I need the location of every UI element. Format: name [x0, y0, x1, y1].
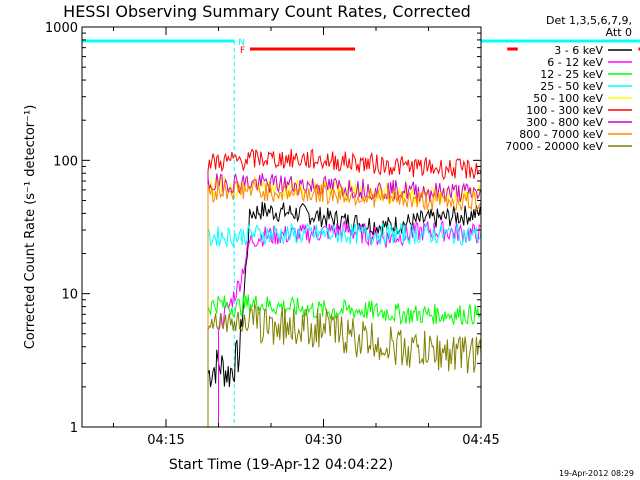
y-axis-label: Corrected Count Rate (s⁻¹ detector⁻¹) — [23, 105, 38, 350]
flare-flag-label: F — [240, 46, 245, 56]
legend-label: 50 - 100 keV — [533, 92, 603, 105]
legend-label: 800 - 7000 keV — [519, 128, 603, 141]
x-tick-label: 04:15 — [147, 433, 184, 448]
series-line-8 — [207, 303, 481, 427]
legend-label: 7000 - 20000 keV — [505, 140, 603, 153]
legend-label: 6 - 12 keV — [547, 56, 603, 69]
chart-title: HESSI Observing Summary Count Rates, Cor… — [63, 2, 471, 21]
series-line-1 — [218, 220, 481, 427]
footer-timestamp: 19-Apr-2012 08:29 — [559, 469, 634, 478]
y-tick-label: 1 — [70, 421, 78, 436]
legend-header: Att 0 — [606, 26, 632, 39]
series-line-4 — [207, 175, 481, 427]
legend-label: 3 - 6 keV — [554, 44, 603, 57]
x-axis-label: Start Time (19-Apr-12 04:04:22) — [169, 457, 393, 473]
series-line-7 — [207, 179, 481, 427]
series-layer — [207, 148, 481, 427]
series-line-5 — [207, 148, 481, 427]
legend-label: 12 - 25 keV — [540, 68, 603, 81]
x-tick-label: 04:45 — [462, 433, 499, 448]
night-flag-label: N — [238, 38, 245, 48]
y-tick-label: 10 — [61, 288, 78, 303]
series-line-6 — [207, 173, 481, 427]
legend-header: Det 1,3,5,6,7,9, — [546, 14, 632, 27]
series-line-3 — [207, 222, 481, 427]
legend-label: 100 - 300 keV — [526, 104, 603, 117]
x-tick-label: 04:30 — [305, 433, 342, 448]
series-group — [207, 148, 481, 427]
plot-frame — [81, 26, 482, 428]
legend-label: 300 - 800 keV — [526, 116, 603, 129]
series-line-0 — [207, 201, 481, 427]
y-tick-label: 1000 — [45, 21, 78, 36]
y-tick-label: 100 — [53, 154, 78, 169]
axes: 04:15 04:30 04:45 1 10 100 1000 — [45, 21, 500, 448]
legend-label: 25 - 50 keV — [540, 80, 603, 93]
